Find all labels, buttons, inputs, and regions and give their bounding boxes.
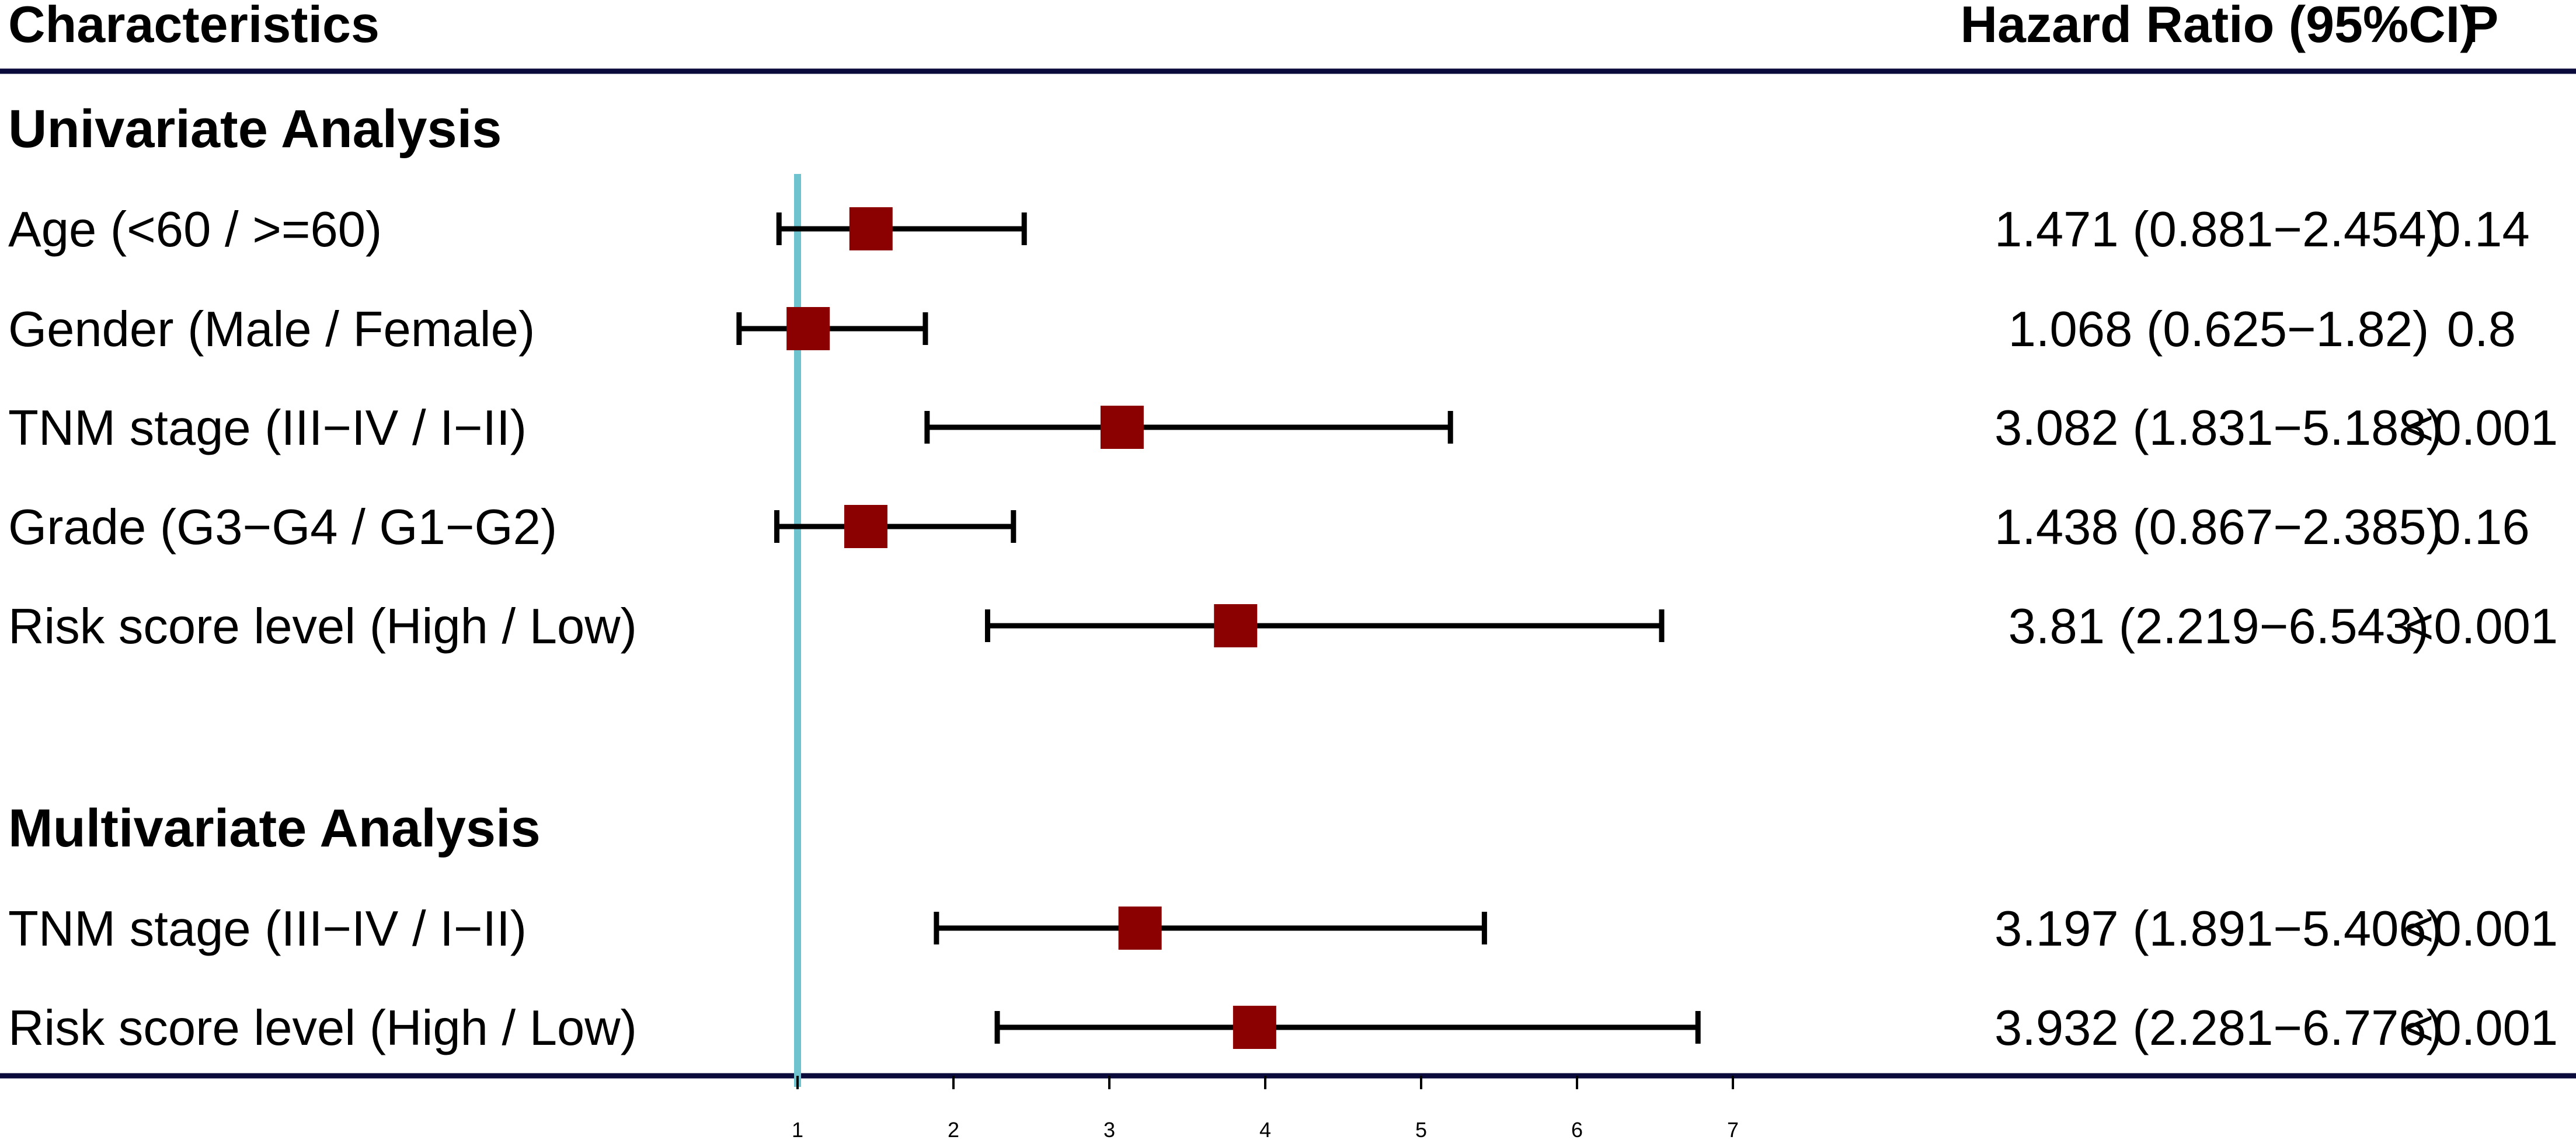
x-tick-label: 2 [948, 1118, 959, 1140]
x-tick-label: 7 [1727, 1118, 1739, 1140]
forest-row: Risk score level (High / Low) 3.932 (2.28… [8, 1000, 2558, 1056]
p-value: 0.14 [2433, 202, 2529, 257]
forest-row: Risk score level (High / Low) 3.81 (2.219… [8, 599, 2558, 654]
row-label: Risk score level (High / Low) [8, 1000, 637, 1056]
forest-row: Gender (Male / Female) 1.068 (0.625−1.82)… [8, 302, 2516, 357]
p-value: 0.8 [2447, 302, 2516, 357]
row-label: Grade (G3−G4 / G1−G2) [8, 500, 557, 555]
hr-ci-value: 1.438 (0.867−2.385) [1994, 500, 2443, 555]
header-characteristics: Characteristics [8, 0, 380, 53]
p-value: <0.001 [2405, 400, 2558, 456]
p-value: <0.001 [2405, 1000, 2558, 1056]
x-tick-label: 4 [1259, 1118, 1271, 1140]
section-title: Multivariate Analysis [8, 799, 541, 858]
section-title: Univariate Analysis [8, 99, 502, 159]
hr-marker [1100, 406, 1144, 449]
hr-marker [1233, 1006, 1276, 1049]
row-label: Gender (Male / Female) [8, 302, 535, 357]
hr-ci-value: 3.81 (2.219−6.543) [2008, 599, 2429, 654]
header-hazard-ratio: Hazard Ratio (95%CI) [1960, 0, 2477, 53]
hr-marker [844, 505, 887, 548]
row-label: Risk score level (High / Low) [8, 599, 637, 654]
row-label: TNM stage (III−IV / I−II) [8, 901, 527, 957]
hr-ci-value: 3.197 (1.891−5.406) [1994, 901, 2443, 957]
x-tick-label: 5 [1415, 1118, 1427, 1140]
forest-row: TNM stage (III−IV / I−II) 3.082 (1.831−5.… [8, 400, 2558, 456]
forest-row: Age (<60 / >=60) 1.471 (0.881−2.454)0.14 [8, 202, 2530, 257]
p-value: 0.16 [2433, 500, 2529, 555]
x-axis: 1 2 3 4 5 6 7 [792, 1076, 1739, 1140]
hr-ci-value: 1.471 (0.881−2.454) [1994, 202, 2443, 257]
x-tick-label: 3 [1103, 1118, 1115, 1140]
hr-ci-value: 3.932 (2.281−6.776) [1994, 1000, 2443, 1056]
hr-marker [1118, 907, 1162, 950]
forest-row: TNM stage (III−IV / I−II) 3.197 (1.891−5.… [8, 901, 2558, 957]
hr-marker [849, 207, 893, 250]
forest-row: Grade (G3−G4 / G1−G2) 1.438 (0.867−2.385)… [8, 500, 2530, 555]
rows: Univariate Analysis Age (<60 / >=60) 1.471… [8, 99, 2558, 1056]
x-tick-label: 6 [1571, 1118, 1583, 1140]
p-value: <0.001 [2405, 901, 2558, 957]
x-tick-label: 1 [792, 1118, 803, 1140]
p-value: <0.001 [2405, 599, 2558, 654]
hr-ci-value: 1.068 (0.625−1.82) [2008, 302, 2429, 357]
row-label: TNM stage (III−IV / I−II) [8, 400, 527, 456]
header-p: P [2464, 0, 2499, 53]
hr-marker [1214, 604, 1258, 647]
row-label: Age (<60 / >=60) [8, 202, 382, 257]
hr-marker [786, 307, 830, 350]
hr-ci-value: 3.082 (1.831−5.188) [1994, 400, 2443, 456]
